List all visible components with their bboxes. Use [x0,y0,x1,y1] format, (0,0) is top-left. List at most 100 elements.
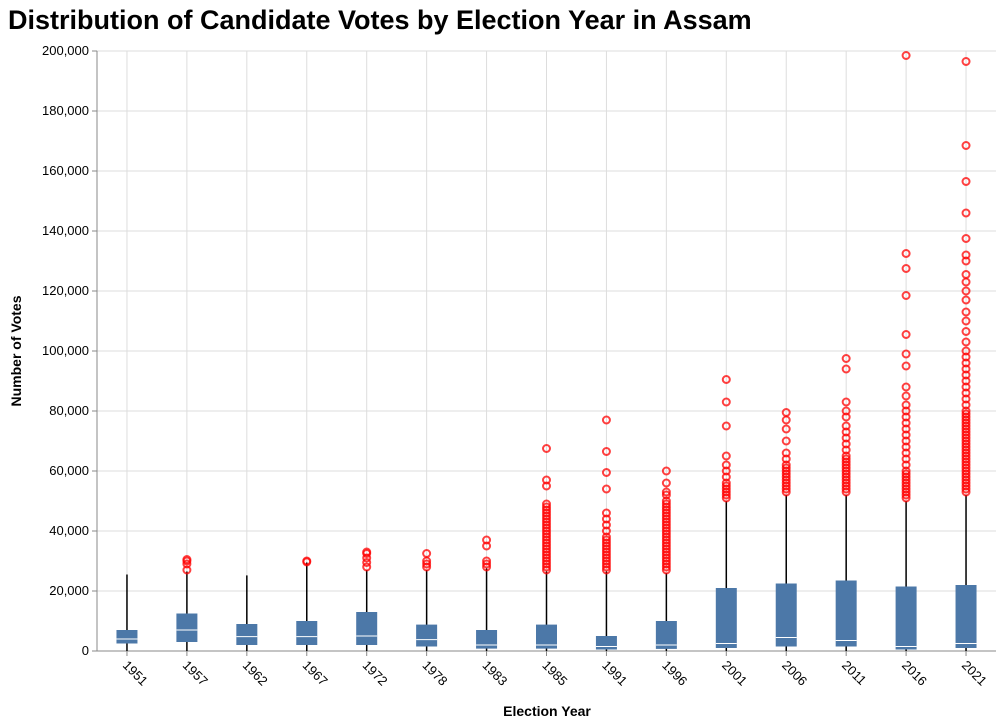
outlier-point [721,460,731,470]
x-tick-label: 1991 [599,658,630,689]
y-tick-label: 100,000 [42,343,89,358]
outlier-point [841,354,851,363]
outlier-point [482,556,492,566]
box [955,585,977,648]
outlier-point [661,490,671,500]
outlier-point [601,508,611,518]
outlier-point [601,484,611,494]
outlier-point [422,559,432,569]
outlier-point [841,454,851,464]
outlier-point [961,307,971,317]
outlier-point [721,421,731,431]
box [236,624,258,645]
x-tick-label: 1967 [300,658,331,689]
outlier-point [841,397,851,407]
outlier-point [901,469,911,479]
outlier-point [961,316,971,326]
outlier-point [961,295,971,305]
x-tick-label: 1978 [420,658,451,689]
y-tick-label: 80,000 [49,403,89,418]
outlier-point [961,327,971,336]
box-group-1983 [476,535,498,651]
box-group-1996 [655,466,677,651]
x-tick-label: 2011 [839,658,869,688]
outlier-point [901,330,911,339]
box-group-2001 [715,375,737,651]
box-group-1962 [236,575,258,651]
y-tick-label: 120,000 [42,283,89,298]
box-group-2006 [775,408,797,651]
outlier-point [721,375,731,384]
box [416,624,438,647]
box-group-1978 [416,549,438,651]
x-tick-label: 2006 [779,658,810,689]
box [476,630,498,649]
outlier-point [961,234,971,243]
outlier-point [901,349,911,359]
box-group-1957 [176,555,198,651]
x-tick-label: 1996 [659,658,690,689]
outlier-point [901,249,911,258]
outlier-point [482,535,492,545]
outlier-point [362,547,372,557]
outlier-point [721,451,731,461]
box-group-1985 [536,444,557,651]
y-tick-label: 60,000 [49,463,89,478]
y-tick-label: 140,000 [42,223,89,238]
outlier-point [182,555,192,564]
outlier-point [661,487,671,497]
outlier-point [601,447,611,456]
box [296,621,318,645]
outlier-point [542,502,551,512]
outlier-point [901,382,911,392]
outlier-point [901,51,911,60]
outlier-point [961,409,971,419]
outlier-point [721,481,731,491]
box [356,612,378,645]
outlier-point [182,559,192,569]
box [116,630,138,644]
x-axis: 1951 1957 1962 1967 1972 1978 1983 1985 1991 1996… [97,650,996,689]
outlier-point [901,400,911,410]
outlier-point [961,141,971,150]
outlier-point [781,463,791,473]
box-group-2021 [955,57,977,651]
box [176,613,198,642]
box-group-1967 [296,556,318,651]
outlier-point [661,499,671,509]
x-axis-title: Election Year [503,703,591,719]
box-marks [116,51,977,651]
outlier-point [961,346,971,356]
outlier-point [961,270,971,279]
box-group-2016 [895,51,917,651]
outlier-point [841,421,851,431]
outlier-point [661,478,671,488]
outlier-point [601,468,611,477]
outlier-point [721,397,731,407]
y-tick-label: 180,000 [42,103,89,118]
x-tick-label: 1985 [539,658,570,689]
x-tick-label: 2021 [959,658,990,689]
x-tick-label: 1972 [360,658,391,689]
y-tick-label: 200,000 [42,43,89,58]
box [655,621,677,649]
outlier-point [901,291,911,300]
x-tick-label: 2016 [899,658,930,689]
outlier-point [841,364,851,374]
x-tick-label: 1957 [180,658,211,689]
outlier-point [542,444,551,453]
outlier-point [542,499,551,509]
outlier-point [961,177,971,186]
y-axis: 0 20,000 40,000 60,000 80,000 100,000 120,000 1… [42,43,98,658]
outlier-point [362,558,372,567]
outlier-point [362,562,372,572]
x-tick-label: 2001 [719,658,750,689]
box [715,588,737,648]
y-tick-label: 20,000 [49,583,89,598]
outlier-point [841,406,851,416]
x-tick-label: 1951 [120,658,151,689]
box [835,580,857,647]
box [536,624,557,649]
outlier-point [961,57,971,66]
